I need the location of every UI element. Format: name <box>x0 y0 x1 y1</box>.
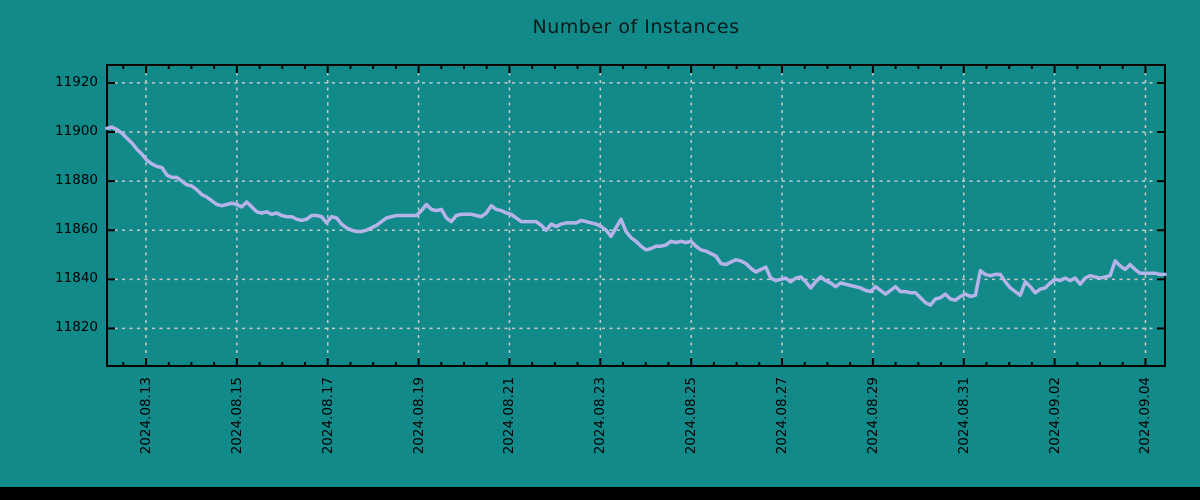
y-tick-label: 11880 <box>55 172 98 189</box>
x-tick-label: 2024.08.25 <box>683 377 700 455</box>
bottom-bar <box>0 487 1200 500</box>
x-tick-label: 2024.08.23 <box>592 377 609 455</box>
x-tick-label: 2024.09.04 <box>1137 377 1154 455</box>
x-tick-label: 2024.08.15 <box>228 377 245 455</box>
y-tick-label: 11840 <box>55 270 98 287</box>
y-tick-label: 11920 <box>55 73 98 90</box>
x-tick-label: 2024.08.27 <box>774 377 791 455</box>
y-tick-label: 11820 <box>55 319 98 336</box>
x-tick-label: 2024.08.19 <box>410 377 427 455</box>
x-tick-label: 2024.08.29 <box>864 377 881 455</box>
series-line-instances <box>105 125 1167 307</box>
y-tick-label: 11900 <box>55 123 98 140</box>
x-tick-label: 2024.08.13 <box>138 377 154 455</box>
y-tick-label: 11860 <box>55 221 98 238</box>
x-tick-label: 2024.08.17 <box>319 377 336 455</box>
chart-title: Number of Instances <box>532 16 740 38</box>
x-tick-label: 2024.08.21 <box>501 377 518 455</box>
x-tick-label: 2024.08.31 <box>955 377 972 455</box>
x-tick-label: 2024.09.02 <box>1046 377 1063 455</box>
